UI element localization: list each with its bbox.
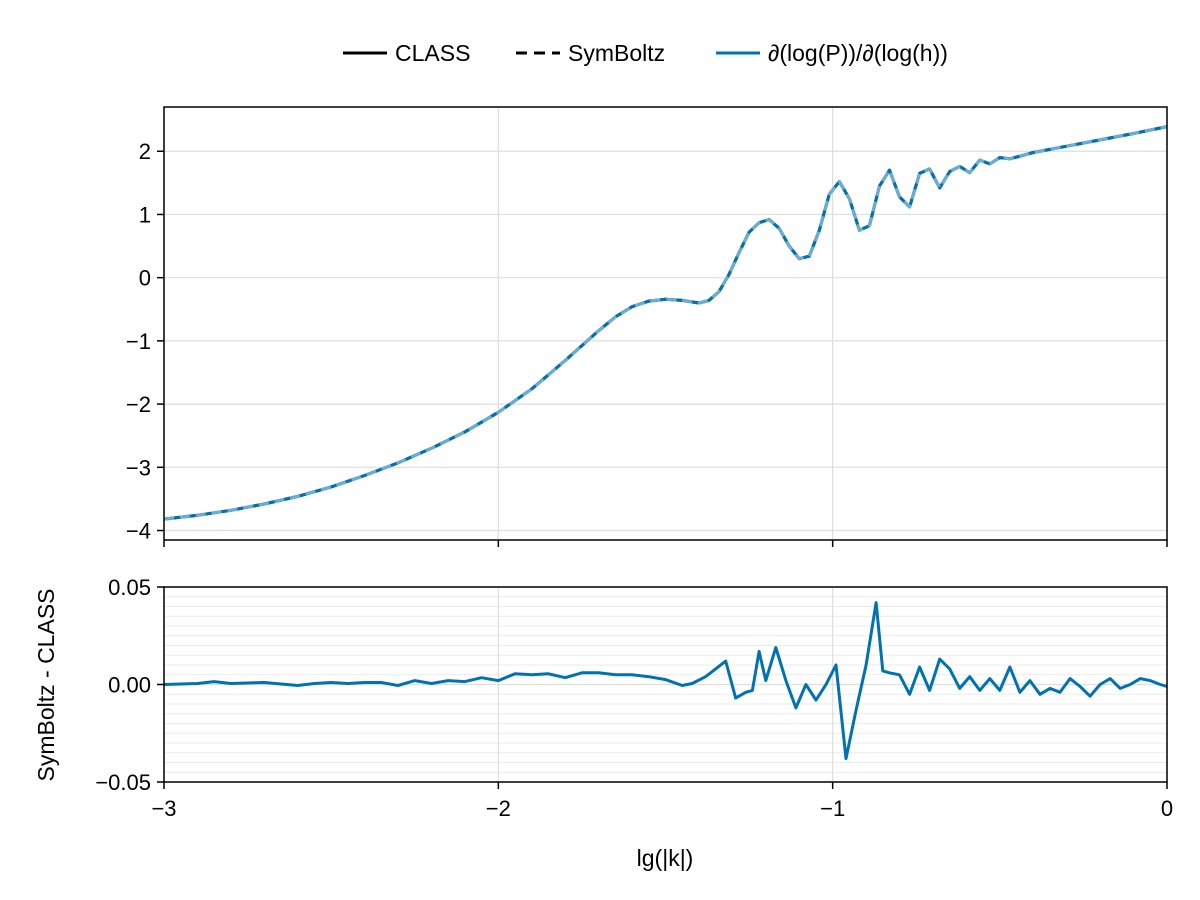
x-tick-label: −3	[151, 796, 176, 821]
y-tick-label: 0.05	[108, 575, 151, 600]
y-tick-label: 1	[139, 202, 151, 227]
top-panel: −4 −3 −2 −1 0 1 2	[126, 106, 1168, 547]
legend-label-class: CLASS	[395, 40, 470, 66]
legend: CLASS SymBoltz ∂(log(P))/∂(log(h))	[343, 40, 948, 66]
top-plot-frame	[163, 106, 1168, 541]
y-tick-label: 2	[139, 139, 151, 164]
top-series	[163, 125, 1168, 521]
y-tick-label: 0	[139, 266, 151, 291]
x-axis-label: lg(|k|)	[637, 845, 694, 871]
y-tick-label: 0.00	[108, 673, 151, 698]
x-tick-label: 0	[1161, 796, 1173, 821]
y-tick-label: −4	[126, 519, 151, 544]
y-tick-label: −0.05	[95, 770, 151, 795]
series-line-difference	[163, 601, 1168, 761]
y-tick-label: −3	[126, 455, 151, 480]
bottom-ticks: −0.05 0.00 0.05 −3 −2 −1 0	[95, 575, 1173, 821]
bottom-panel: −0.05 0.00 0.05 −3 −2 −1 0	[95, 575, 1173, 821]
y-axis-label-bottom: SymBoltz - CLASS	[33, 589, 59, 782]
y-tick-label: −1	[126, 329, 151, 354]
top-ticks: −4 −3 −2 −1 0 1 2	[126, 139, 1168, 547]
y-tick-label: −2	[126, 392, 151, 417]
legend-label-symboltz: SymBoltz	[568, 40, 665, 66]
x-tick-label: −1	[820, 796, 845, 821]
x-tick-label: −2	[486, 796, 511, 821]
legend-label-derivative: ∂(log(P))/∂(log(h))	[768, 40, 948, 66]
bottom-series	[163, 601, 1168, 761]
bottom-grid	[163, 586, 1168, 783]
top-grid	[163, 107, 1168, 540]
series-line-symboltz	[163, 125, 1168, 521]
